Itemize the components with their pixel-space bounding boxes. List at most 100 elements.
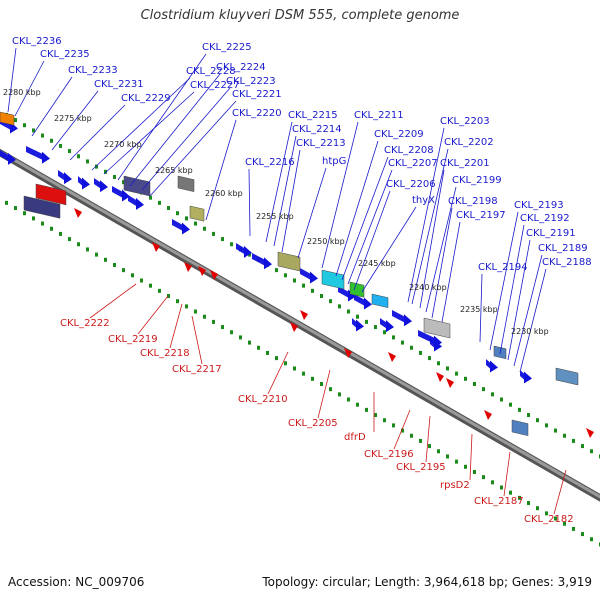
forward-gene-label: CKL_2215 xyxy=(288,110,338,121)
outer-tick xyxy=(473,381,476,386)
forward-gene-label: CKL_2202 xyxy=(444,137,494,148)
inner-tick xyxy=(302,371,305,376)
outer-tick xyxy=(464,376,467,381)
outer-tick xyxy=(95,164,98,169)
cds-forward-arrow xyxy=(94,178,100,189)
reverse-gene-label: CKL_2205 xyxy=(288,418,338,429)
forward-leader xyxy=(321,121,359,269)
inner-tick xyxy=(347,397,350,402)
rna-reverse-glyph xyxy=(184,262,192,272)
outer-tick xyxy=(230,242,233,247)
inner-tick xyxy=(167,294,170,299)
outer-tick xyxy=(419,350,422,355)
cds-arrow-head xyxy=(386,320,394,333)
outer-tick xyxy=(455,371,458,376)
cds-forward-arrow-head xyxy=(182,222,190,235)
inner-tick xyxy=(491,480,494,485)
outer-tick xyxy=(500,397,503,402)
cds-arrow-head xyxy=(434,339,442,352)
outer-tick xyxy=(437,361,440,366)
inner-tick xyxy=(428,444,431,449)
inner-tick xyxy=(122,268,125,273)
outer-tick xyxy=(356,314,359,319)
outer-tick xyxy=(158,200,161,205)
inner-tick xyxy=(77,242,80,247)
outer-tick xyxy=(212,231,215,236)
inner-tick xyxy=(473,469,476,474)
forward-leader xyxy=(419,169,445,309)
forward-leader xyxy=(341,156,389,281)
forward-gene-label: CKL_2209 xyxy=(374,129,424,140)
forward-gene-label: CKL_2201 xyxy=(440,158,490,169)
outer-tick xyxy=(410,345,413,350)
reverse-gene-label: CKL_2182 xyxy=(524,514,574,525)
outer-tick xyxy=(203,226,206,231)
forward-gene-label: thyX xyxy=(412,195,435,206)
forward-gene-label: CKL_2233 xyxy=(68,65,118,76)
outer-tick xyxy=(545,423,548,428)
cds-forward-arrow xyxy=(252,253,264,266)
outer-tick xyxy=(302,283,305,288)
cds-forward-arrow-head xyxy=(42,151,50,164)
forward-gene-label: CKL_2231 xyxy=(94,79,144,90)
reverse-gene-label: CKL_2217 xyxy=(172,364,222,375)
rna-reverse-glyph xyxy=(300,310,308,320)
cds-forward-arrow xyxy=(338,286,348,298)
feature-box-gray xyxy=(423,317,451,339)
forward-leader xyxy=(513,254,543,367)
outer-tick xyxy=(329,299,332,304)
inner-tick xyxy=(86,247,89,252)
cds-forward-arrow-head xyxy=(136,197,144,210)
scale-label: 2250 kbp xyxy=(307,237,345,246)
cds-forward-arrow-head xyxy=(244,245,252,258)
forward-leader xyxy=(507,239,531,361)
inner-tick xyxy=(419,438,422,443)
genome-summary-text: Topology: circular; Length: 3,964,618 bp… xyxy=(262,575,592,589)
cds-arrow-head xyxy=(356,319,364,332)
inner-tick xyxy=(41,221,44,226)
outer-tick xyxy=(554,428,557,433)
rna-reverse-glyph xyxy=(388,352,396,362)
forward-leader xyxy=(51,90,99,151)
outer-tick xyxy=(338,304,341,309)
scale-label: 2235 kbp xyxy=(460,305,498,314)
forward-leader xyxy=(425,186,457,313)
reverse-gene-label: CKL_2210 xyxy=(238,394,288,405)
cds-forward-arrow xyxy=(486,359,490,369)
inner-tick xyxy=(248,340,251,345)
forward-gene-label: CKL_2208 xyxy=(384,145,434,156)
outer-tick xyxy=(365,319,368,324)
outer-tick xyxy=(311,288,314,293)
reverse-leader xyxy=(267,351,289,395)
reverse-leader xyxy=(89,283,137,319)
forward-leader xyxy=(69,104,126,161)
feature-glyphs xyxy=(0,111,594,438)
cds-arrow xyxy=(58,170,64,181)
inner-tick xyxy=(59,231,62,236)
outer-tick xyxy=(68,149,71,154)
cds-forward-arrow-head xyxy=(310,271,318,284)
inner-tick xyxy=(338,392,341,397)
inner-tick xyxy=(401,428,404,433)
scale-label: 2240 kbp xyxy=(409,283,447,292)
inner-tick xyxy=(410,433,413,438)
outer-tick xyxy=(527,413,530,418)
inner-tick xyxy=(185,304,188,309)
inner-tick xyxy=(104,257,107,262)
forward-leader xyxy=(411,148,449,305)
backbone-highlight xyxy=(0,150,600,499)
forward-gene-label: CKL_2225 xyxy=(202,42,252,53)
rna-reverse-glyph xyxy=(344,348,352,358)
outer-tick xyxy=(104,169,107,174)
outer-tick xyxy=(392,335,395,340)
outer-tick xyxy=(86,159,89,164)
outer-tick xyxy=(383,330,386,335)
reverse-leader xyxy=(503,451,511,497)
inner-tick xyxy=(356,402,359,407)
forward-gene-label: CKL_2227 xyxy=(190,80,240,91)
scale-label: 2275 kbp xyxy=(54,114,92,123)
outer-tick xyxy=(284,273,287,278)
forward-leader xyxy=(103,91,195,175)
feature-box-purple xyxy=(23,195,61,219)
outer-tick xyxy=(509,402,512,407)
